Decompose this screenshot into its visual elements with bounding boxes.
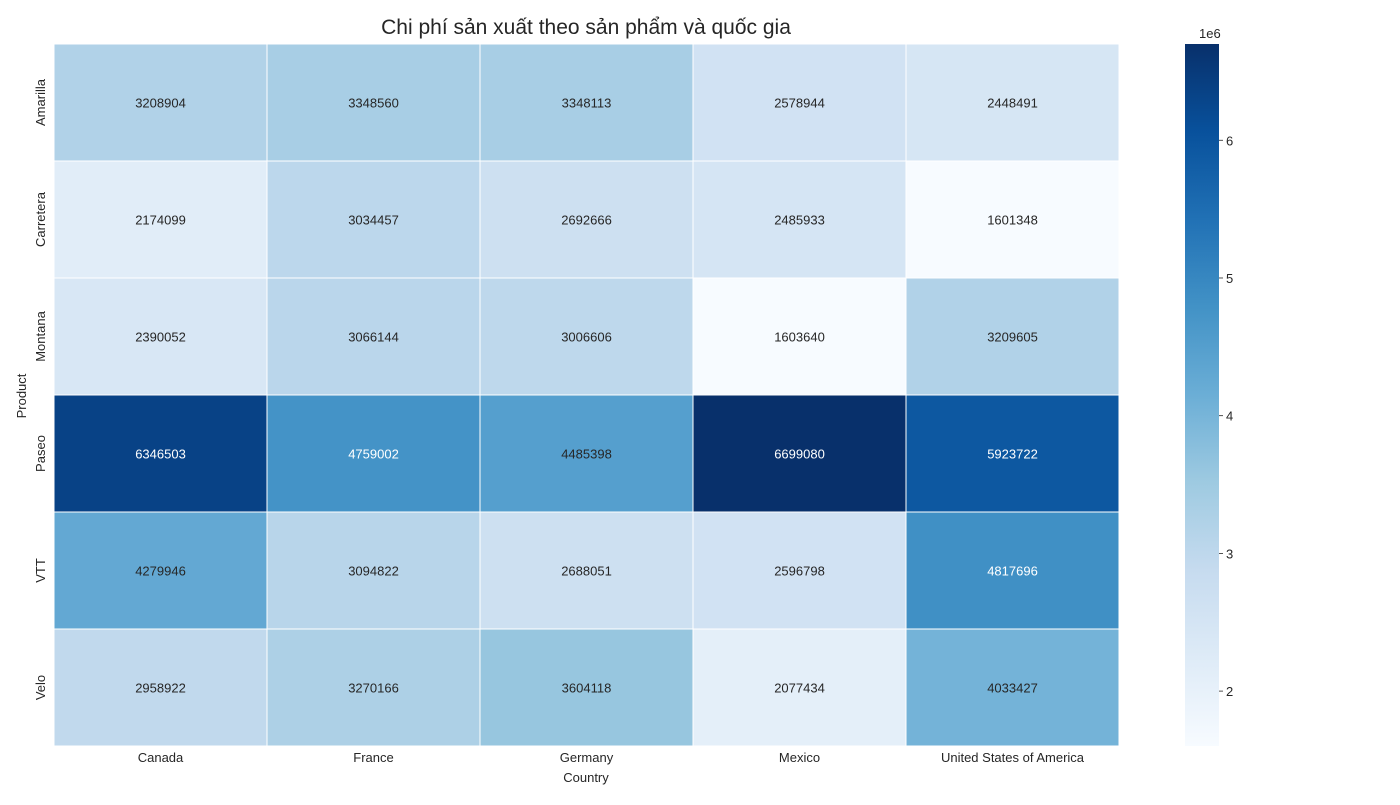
cell-value-label: 2578944 <box>774 96 825 111</box>
cell-value-label: 4279946 <box>135 564 186 579</box>
cell-value-label: 3604118 <box>562 681 612 696</box>
x-axis-label: Country <box>563 770 609 785</box>
cell-value-label: 4817696 <box>987 564 1038 579</box>
heatmap-cell <box>905 277 1120 396</box>
heatmap-cell <box>53 394 268 513</box>
chart-title: Chi phí sản xuất theo sản phẩm và quốc g… <box>381 16 791 39</box>
colorbar-tick-label: 2 <box>1226 684 1233 699</box>
y-tick-label: VTT <box>33 558 48 583</box>
y-tick-label: Paseo <box>33 435 48 472</box>
colorbar-tick-label: 3 <box>1226 546 1233 561</box>
y-tick-label: Montana <box>33 310 48 361</box>
heatmap-cell <box>53 43 268 162</box>
cell-value-label: 5923722 <box>987 447 1038 462</box>
heatmap-cell <box>266 628 481 747</box>
heatmap-cell <box>53 511 268 630</box>
colorbar-tick-label: 4 <box>1226 409 1233 424</box>
cell-value-label: 1603640 <box>774 330 825 345</box>
cell-value-label: 2390052 <box>135 330 186 345</box>
colorbar-tick-label: 5 <box>1226 271 1233 286</box>
colorbar-offset-label: 1e6 <box>1199 26 1221 41</box>
heatmap-cell <box>266 511 481 630</box>
cell-value-label: 6699080 <box>774 447 825 462</box>
heatmap-cell <box>692 277 907 396</box>
heatmap-cell <box>905 160 1120 279</box>
cell-value-label: 4485398 <box>561 447 612 462</box>
heatmap-cell <box>479 160 694 279</box>
y-tick-label: Velo <box>33 675 48 700</box>
x-tick-label: Canada <box>138 750 184 765</box>
cell-value-label: 3348113 <box>562 96 612 111</box>
x-tick-label: France <box>353 750 393 765</box>
cell-value-label: 2077434 <box>774 681 825 696</box>
heatmap-cell <box>905 394 1120 513</box>
cell-value-label: 3208904 <box>135 96 186 111</box>
heatmap-cell <box>266 160 481 279</box>
cell-value-label: 1601348 <box>987 213 1038 228</box>
y-tick-label: Carretera <box>33 191 48 247</box>
heatmap-cell <box>266 394 481 513</box>
cell-value-label: 4033427 <box>987 681 1038 696</box>
x-tick-label: United States of America <box>941 750 1085 765</box>
heatmap-cell <box>905 43 1120 162</box>
x-axis-ticks: Canada France Germany Mexico United States o… <box>138 750 1085 765</box>
colorbar-tick-label: 6 <box>1226 133 1233 148</box>
x-tick-label: Mexico <box>779 750 820 765</box>
cell-value-label: 3006606 <box>561 330 612 345</box>
heatmap-cell <box>905 628 1120 747</box>
heatmap-cell <box>692 628 907 747</box>
y-tick-label: Amarilla <box>33 78 48 126</box>
heatmap-cell <box>479 277 694 396</box>
x-tick-label: Germany <box>560 750 614 765</box>
heatmap-cells <box>53 43 1120 747</box>
cell-value-label: 2485933 <box>774 213 825 228</box>
y-axis-label: Product <box>14 373 29 418</box>
cell-annotations: 3208904 3348560 3348113 2578944 2448491 21740… <box>135 96 1038 696</box>
heatmap-cell <box>266 43 481 162</box>
cell-value-label: 3270166 <box>348 681 399 696</box>
cell-value-label: 2692666 <box>561 213 612 228</box>
y-axis-ticks: Amarilla Carretera Montana Paseo VTT Velo <box>33 78 48 700</box>
heatmap-cell <box>479 43 694 162</box>
cell-value-label: 3066144 <box>348 330 399 345</box>
heatmap-cell <box>479 394 694 513</box>
cell-value-label: 2448491 <box>987 96 1038 111</box>
heatmap-cell <box>692 394 907 513</box>
heatmap-cell <box>53 160 268 279</box>
cell-value-label: 4759002 <box>348 447 399 462</box>
heatmap-cell <box>692 43 907 162</box>
colorbar-ticks: 2 3 4 5 6 <box>1219 133 1233 699</box>
heatmap-cell <box>905 511 1120 630</box>
cell-value-label: 2174099 <box>135 213 186 228</box>
cell-value-label: 3094822 <box>348 564 399 579</box>
cell-value-label: 6346503 <box>135 447 186 462</box>
heatmap-cell <box>266 277 481 396</box>
heatmap-cell <box>479 511 694 630</box>
heatmap-cell <box>479 628 694 747</box>
colorbar <box>1185 44 1219 746</box>
cell-value-label: 2688051 <box>561 564 612 579</box>
cell-value-label: 2596798 <box>774 564 825 579</box>
cell-value-label: 2958922 <box>135 681 186 696</box>
cell-value-label: 3209605 <box>987 330 1038 345</box>
cell-value-label: 3348560 <box>348 96 399 111</box>
cell-value-label: 3034457 <box>348 213 399 228</box>
